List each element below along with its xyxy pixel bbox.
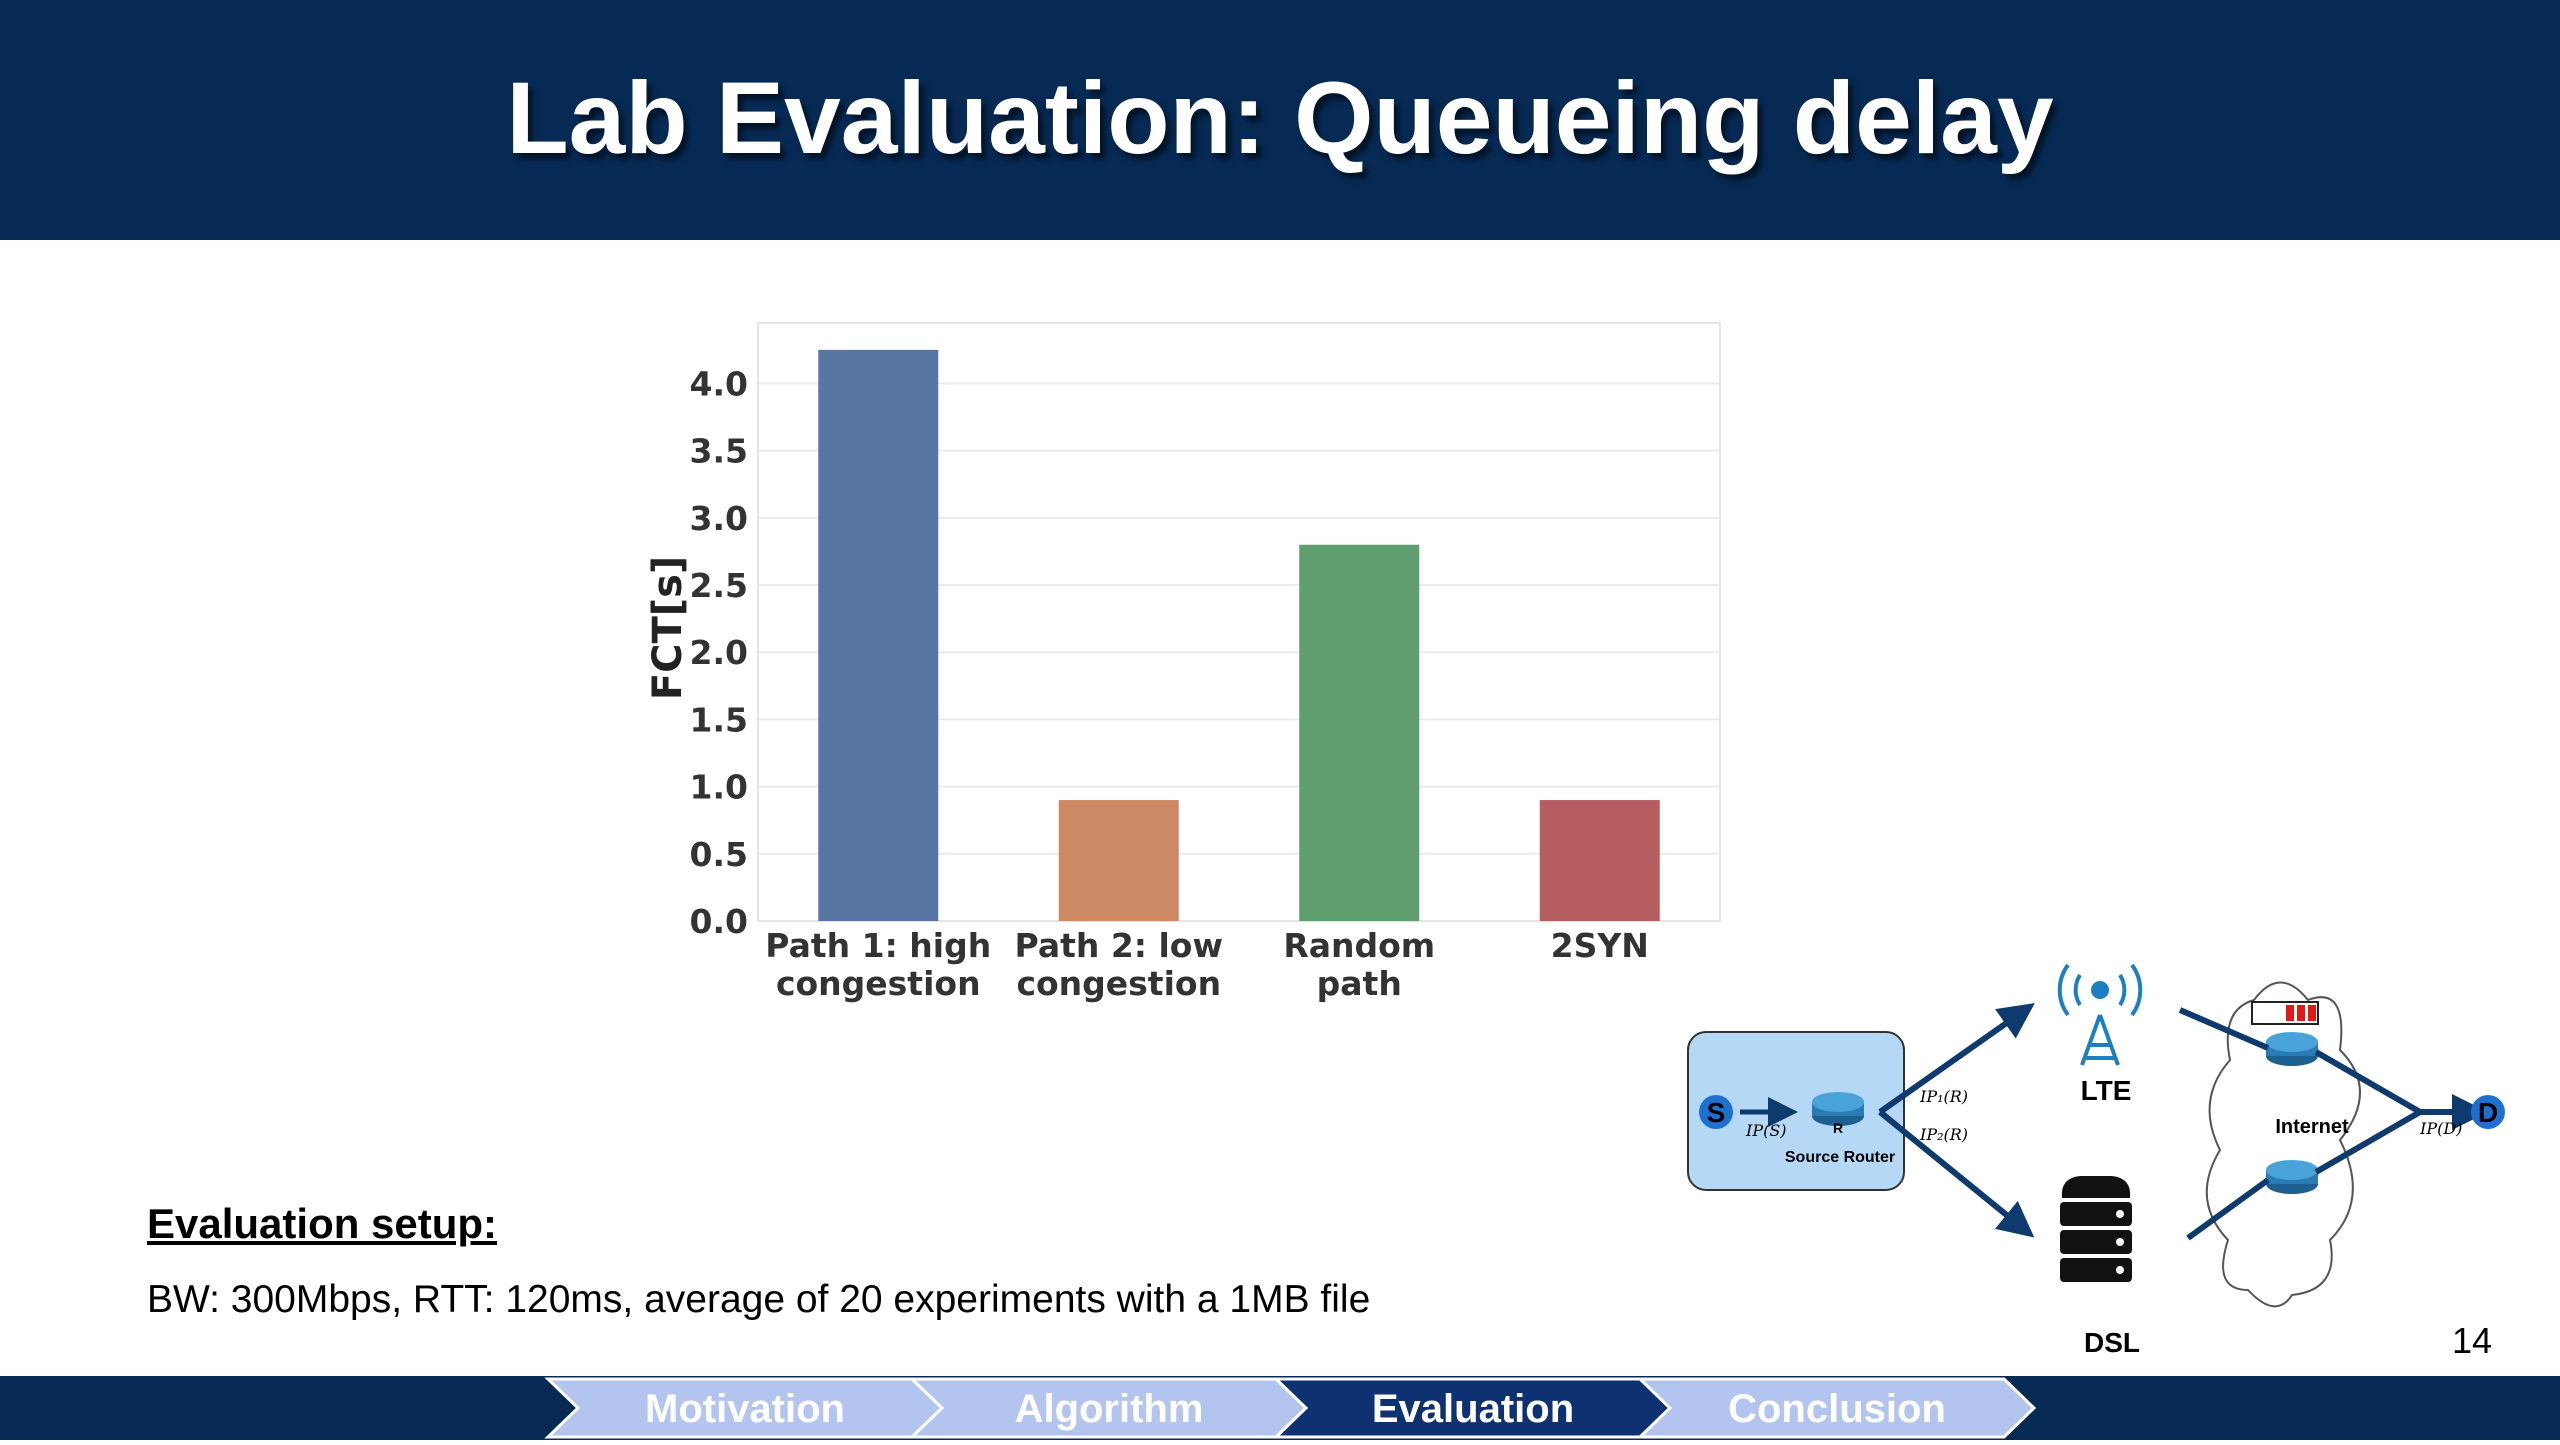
title-bar: Lab Evaluation: Queueing delay bbox=[0, 0, 2560, 240]
nav-chevrons: Motivation Algorithm Evaluation Conclusion bbox=[544, 1377, 2037, 1439]
svg-text:R: R bbox=[1833, 1120, 1843, 1136]
x-tick-label: 2SYN bbox=[1551, 926, 1649, 965]
setup-description: BW: 300Mbps, RTT: 120ms, average of 20 e… bbox=[147, 1278, 1371, 1321]
lte-tower-icon bbox=[2057, 963, 2143, 1066]
destination-node: D bbox=[2471, 1095, 2505, 1129]
plot-frame bbox=[757, 322, 1721, 922]
y-tick-label: 4.0 bbox=[690, 364, 748, 403]
y-tick-labels: 0.0 0.5 1.0 1.5 2.0 2.5 3.0 3.5 4.0 bbox=[690, 364, 748, 941]
x-tick-label: congestion bbox=[776, 964, 981, 1003]
nav-tab-motivation[interactable]: Motivation bbox=[544, 1377, 945, 1439]
y-tick-label: 3.5 bbox=[690, 432, 748, 471]
router-caption: Source Router bbox=[1785, 1149, 1895, 1166]
ip-path1-label: IP₁(R) bbox=[1919, 1087, 1968, 1106]
ip-source-label: IP(S) bbox=[1745, 1121, 1787, 1140]
router-icon: R bbox=[1812, 1092, 1864, 1136]
nav-tab-label: Algorithm bbox=[1015, 1387, 1204, 1431]
internet-bottom-to-dest bbox=[2314, 1109, 2422, 1175]
nav-tab-evaluation[interactable]: Evaluation bbox=[1272, 1377, 1673, 1439]
bar-chart: 0.0 0.5 1.0 1.5 2.0 2.5 3.0 3.5 4.0 Path 1: high… bbox=[645, 322, 1721, 1003]
svg-text:S: S bbox=[1707, 1097, 1726, 1128]
nav-tab-label: Motivation bbox=[645, 1387, 845, 1431]
bar bbox=[1299, 544, 1420, 921]
dsl-label: DSL bbox=[2084, 1327, 2140, 1358]
internet-cloud bbox=[2205, 981, 2361, 1308]
x-tick-label: congestion bbox=[1016, 964, 1221, 1003]
chart-bars bbox=[818, 349, 1660, 921]
nav-tab-algorithm[interactable]: Algorithm bbox=[908, 1377, 1309, 1439]
y-tick-label: 2.0 bbox=[690, 633, 748, 672]
congestion-indicator-icon bbox=[2251, 1001, 2319, 1025]
dsl-path-arrow bbox=[1878, 1109, 2035, 1238]
bar bbox=[818, 349, 939, 921]
y-tick-label: 0.5 bbox=[690, 835, 748, 874]
svg-text:D: D bbox=[2478, 1097, 2498, 1128]
bar bbox=[1058, 800, 1179, 921]
x-tick-label: Path 2: low bbox=[1015, 926, 1223, 965]
lte-label: LTE bbox=[2081, 1075, 2132, 1106]
y-axis-label: FCT[s] bbox=[645, 556, 691, 700]
internet-label: Internet bbox=[2275, 1116, 2349, 1138]
ip-dest-label: IP(D) bbox=[2419, 1119, 2462, 1138]
internet-top-to-dest bbox=[2314, 1049, 2422, 1115]
dsl-server-icon bbox=[2060, 1176, 2132, 1282]
dsl-to-internet-line bbox=[2186, 1177, 2270, 1241]
page-number: 14 bbox=[2452, 1320, 2493, 1361]
ip-path2-label: IP₂(R) bbox=[1919, 1125, 1968, 1144]
y-tick-label: 0.0 bbox=[690, 902, 748, 941]
y-tick-label: 1.0 bbox=[690, 768, 748, 807]
slide-title: Lab Evaluation: Queueing delay bbox=[506, 61, 2054, 175]
y-tick-label: 1.5 bbox=[690, 700, 748, 739]
internet-router-bottom-icon bbox=[2266, 1160, 2318, 1194]
nav-tab-label: Evaluation bbox=[1372, 1387, 1574, 1431]
source-node: S bbox=[1699, 1095, 1733, 1129]
section-navigation-bar: Motivation Algorithm Evaluation Conclusion bbox=[0, 1376, 2560, 1440]
nav-tab-label: Conclusion bbox=[1728, 1387, 1946, 1431]
internet-router-top-icon bbox=[2266, 1032, 2318, 1066]
x-tick-label: Path 1: high bbox=[765, 926, 991, 965]
bar bbox=[1539, 800, 1660, 921]
lte-path-arrow bbox=[1878, 1003, 2035, 1115]
x-tick-label: Random bbox=[1283, 926, 1435, 965]
nav-tab-conclusion[interactable]: Conclusion bbox=[1636, 1377, 2037, 1439]
setup-heading: Evaluation setup: bbox=[147, 1200, 498, 1247]
x-tick-label: path bbox=[1317, 964, 1402, 1003]
y-tick-label: 3.0 bbox=[690, 499, 748, 538]
lte-to-internet-line bbox=[2178, 1007, 2270, 1051]
network-diagram: S IP(S) R Source Router IP₁(R) IP₂(R) LT… bbox=[1687, 963, 2505, 1358]
y-tick-label: 2.5 bbox=[690, 566, 748, 605]
